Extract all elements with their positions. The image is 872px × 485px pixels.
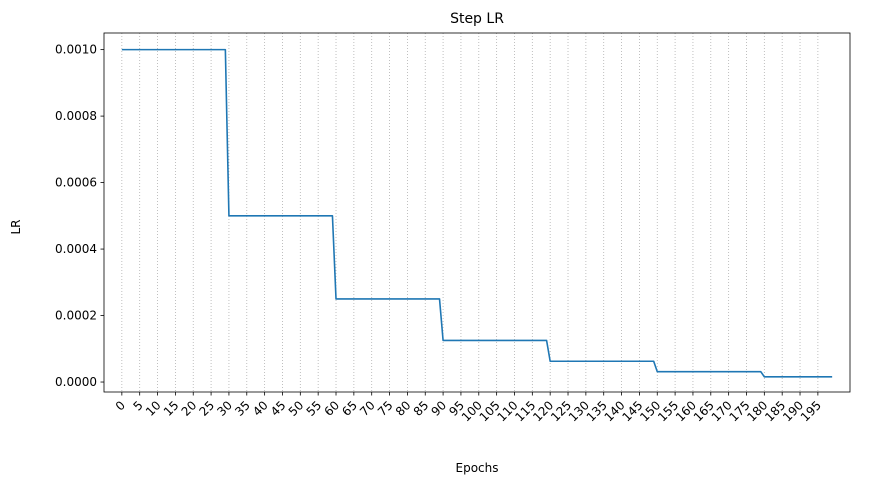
x-tick-label: 195 xyxy=(798,398,824,424)
y-tick-label: 0.0000 xyxy=(55,375,97,389)
y-tick-label: 0.0008 xyxy=(55,109,97,123)
x-tick-label: 5 xyxy=(131,398,146,413)
y-tick-label: 0.0006 xyxy=(55,176,97,190)
series-layer xyxy=(121,48,833,378)
y-tick-label: 0.0004 xyxy=(55,242,97,256)
lr-series-line xyxy=(121,48,833,378)
x-axis-label: Epochs xyxy=(456,461,499,475)
x-tick-label: 0 xyxy=(113,398,128,413)
plot-frame xyxy=(103,32,851,393)
x-axis-ticks: 0 510152025303540455055606570758085909510… xyxy=(113,392,824,424)
y-tick-label: 0.0010 xyxy=(55,43,97,57)
chart-title: Step LR xyxy=(450,11,504,27)
y-tick-label: 0.0002 xyxy=(55,309,97,323)
y-axis-ticks: 0.0000 0.0002 0.0004 0.0006 0.0008 0.0010 xyxy=(55,43,104,389)
y-axis-label: LR xyxy=(9,219,23,234)
